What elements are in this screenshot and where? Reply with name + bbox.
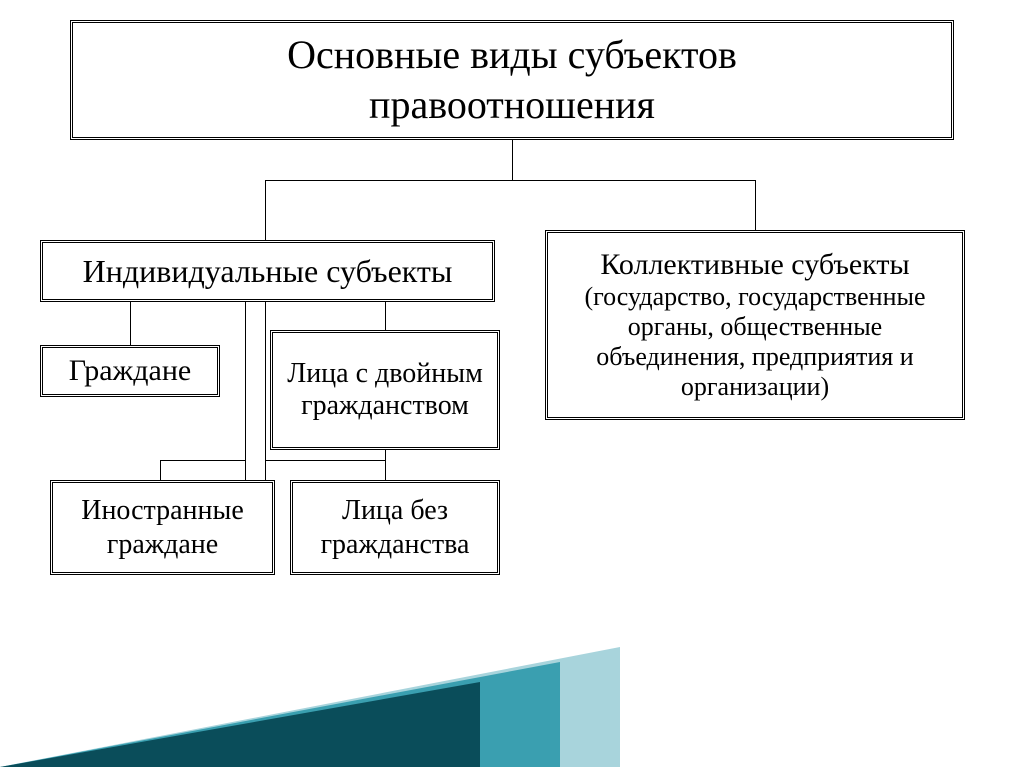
connector <box>265 302 266 480</box>
collective-box: Коллективные субъекты (государство, госу… <box>545 230 965 420</box>
citizens-label: Граждане <box>69 354 191 388</box>
dual-label: Лица с двойным гражданством <box>283 358 487 422</box>
individual-label: Индивидуальные субъекты <box>83 253 453 290</box>
decor-triangle-dark <box>0 682 480 767</box>
connector <box>130 302 131 345</box>
connector <box>265 460 385 461</box>
citizens-box: Граждане <box>40 345 220 397</box>
foreign-box: Иностранные граждане <box>50 480 275 575</box>
collective-sub: (государство, государственные органы, об… <box>558 282 952 402</box>
connector <box>512 140 513 180</box>
connector <box>160 460 245 461</box>
connector <box>265 180 266 240</box>
connector <box>385 450 386 480</box>
connector <box>245 302 246 480</box>
connector <box>385 302 386 330</box>
stateless-label: Лица без гражданства <box>303 494 487 561</box>
foreign-label: Иностранные граждане <box>63 494 262 561</box>
collective-label: Коллективные субъекты <box>600 248 909 283</box>
title-line1: Основные виды субъектов <box>287 30 737 80</box>
connector <box>755 180 756 230</box>
dual-box: Лица с двойным гражданством <box>270 330 500 450</box>
individual-box: Индивидуальные субъекты <box>40 240 495 302</box>
connector <box>160 460 161 480</box>
title-line2: правоотношения <box>369 80 655 130</box>
stateless-box: Лица без гражданства <box>290 480 500 575</box>
connector <box>265 180 755 181</box>
title-box: Основные виды субъектов правоотношения <box>70 20 954 140</box>
